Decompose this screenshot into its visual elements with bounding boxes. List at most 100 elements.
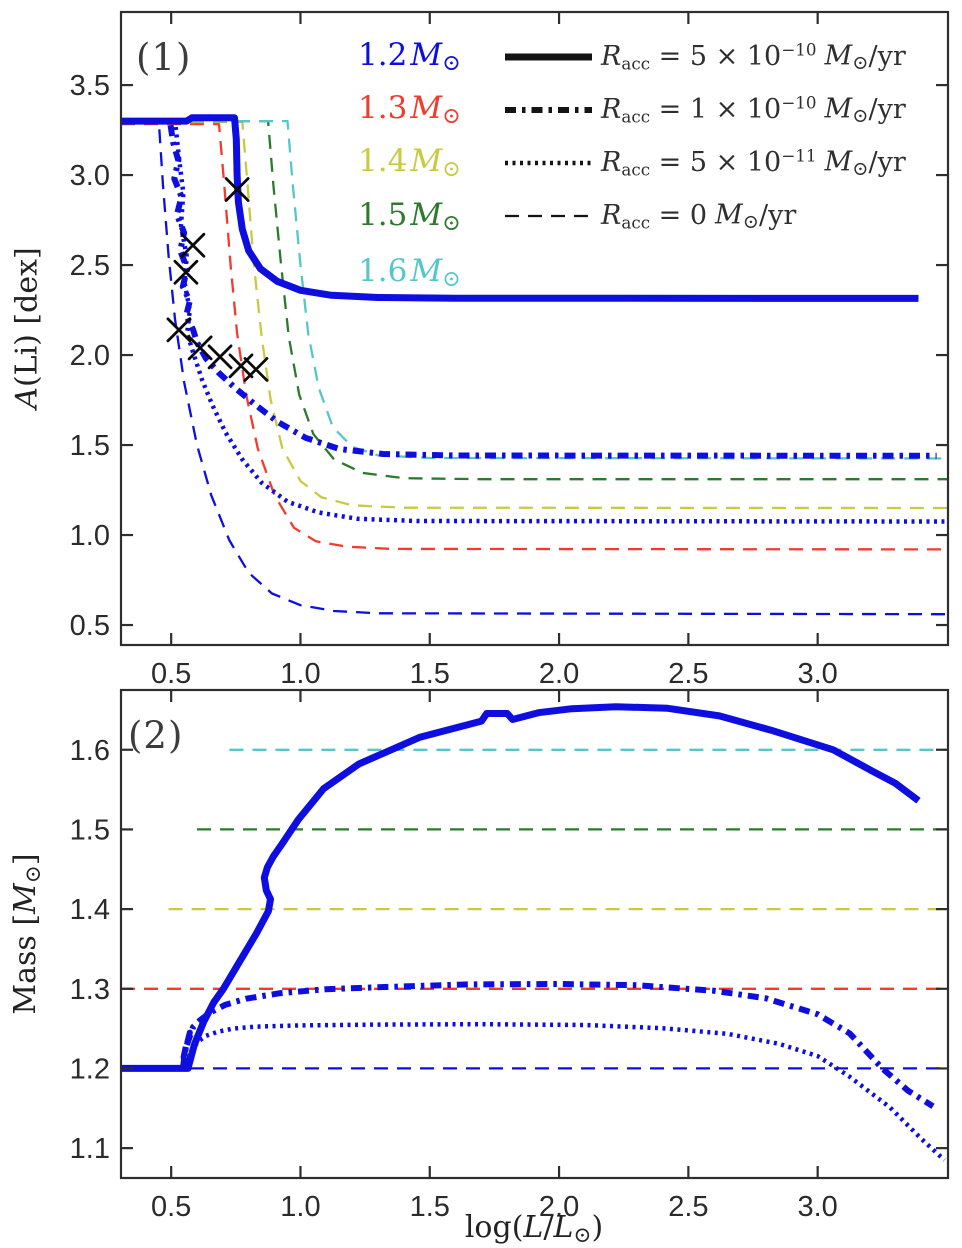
legend-rate-1e-10: Racc = 1 × 10−10 M⊙/yr — [601, 92, 906, 127]
rate-value: = 5 × 10 — [650, 146, 782, 178]
r-symbol: R — [601, 40, 622, 72]
x-marker — [243, 357, 269, 382]
sun-symbol: ⊙ — [442, 265, 461, 292]
panel1-x-tick-label: 0.5 — [151, 658, 191, 690]
sun-symbol: ⊙ — [742, 210, 759, 234]
panel2-label: (2) — [128, 714, 184, 757]
ylabel-post: ] — [8, 853, 44, 866]
xlabel-post: ) — [591, 1210, 604, 1246]
panel2-x-tick-label: 2.5 — [668, 1191, 708, 1223]
ylabel-symbol: A — [9, 387, 45, 409]
r-subscript: acc — [621, 106, 651, 127]
panel1-curve-solid — [121, 114, 919, 302]
panel2-y-axis-label: Mass [M⊙] — [8, 853, 46, 1014]
r-symbol: R — [601, 93, 622, 125]
x-marker — [180, 232, 206, 258]
ylabel-pre: Mass [ — [8, 913, 44, 1015]
panel1-y-tick-label: 2.5 — [70, 250, 110, 282]
sun-symbol: ⊙ — [852, 51, 869, 75]
legend-rate-5e-11: Racc = 5 × 10−11 M⊙/yr — [601, 146, 906, 181]
legend-rate-5e-10: Racc = 5 × 10−10 M⊙/yr — [601, 40, 906, 75]
panel2-x-tick-label: 2.0 — [539, 1191, 579, 1223]
panel2-x-tick-label: 1.5 — [410, 1191, 450, 1223]
xlabel-pre: log( — [464, 1210, 524, 1246]
mass-value: 1.5 — [358, 196, 408, 233]
panel2-curve-dotted — [183, 1021, 946, 1162]
panel1-curve-dashed — [121, 119, 948, 460]
legend-mass-1.3: 1.3 M⊙ — [358, 89, 461, 129]
sun-symbol: ⊙ — [442, 49, 461, 76]
xlabel-L: L — [523, 1210, 544, 1246]
panel1-label: (1) — [136, 36, 192, 79]
sun-symbol: ⊙ — [442, 102, 461, 129]
panel1-curve-dotted — [121, 118, 945, 524]
r-symbol: R — [601, 146, 622, 178]
ylabel-mass-symbol: M — [8, 883, 44, 914]
panel2-y-tick-label: 1.2 — [70, 1053, 110, 1085]
mass-symbol: M — [410, 196, 443, 233]
x-marker — [173, 259, 199, 285]
sun-symbol: ⊙ — [442, 209, 461, 236]
panel1-y-tick-label: 0.5 — [70, 610, 110, 642]
mass-value: 1.3 — [358, 89, 408, 126]
xlabel-slash: / — [543, 1210, 554, 1246]
mass-unit: M — [824, 146, 853, 178]
panel2-x-tick-label: 0.5 — [151, 1191, 191, 1223]
sun-symbol: ⊙ — [852, 157, 869, 181]
panel1-y-tick-label: 1.5 — [70, 430, 110, 462]
panel1-curve-dashed — [121, 122, 948, 551]
mass-symbol: M — [410, 252, 443, 289]
panel1-x-tick-label: 1.0 — [280, 658, 320, 690]
rate-value: = 1 × 10 — [650, 93, 782, 125]
panel2-x-tick-label: 3.0 — [798, 1191, 838, 1223]
panel1-curve-dashdot — [121, 118, 937, 459]
unit-tail: /yr — [759, 199, 797, 231]
panel2-curve-dashdot — [179, 981, 935, 1109]
unit-tail: /yr — [868, 93, 906, 125]
panel2-y-tick-label: 1.5 — [70, 814, 110, 846]
panel2-x-tick-label: 1.0 — [280, 1191, 320, 1223]
mass-value: 1.2 — [358, 36, 408, 73]
panel1-axes: 0.5 1.0 1.5 2.0 2.5 3.0 0.5 1.0 1.5 2.0 2.5 3.0 3.5 — [70, 10, 950, 690]
panel1-x-tick-label: 2.0 — [539, 658, 579, 690]
r-subscript: acc — [621, 159, 651, 180]
r-subscript: acc — [621, 53, 651, 74]
x-marker — [187, 335, 213, 361]
mass-unit: M — [824, 93, 853, 125]
panel2-y-tick-label: 1.3 — [70, 974, 110, 1006]
legend-rate-0: Racc = 0 M⊙/yr — [601, 201, 796, 232]
panel2-axes: 0.5 1.0 1.5 2.0 2.5 3.0 1.1 1.2 1.3 1.4 1.5 1.6 — [70, 688, 950, 1223]
mass-unit: M — [715, 199, 743, 231]
panel2-y-tick-label: 1.6 — [70, 735, 110, 767]
r-subscript: acc — [621, 212, 651, 233]
unit-tail: /yr — [868, 146, 906, 178]
panel1-x-tick-label: 2.5 — [668, 658, 708, 690]
x-marker — [166, 317, 192, 343]
panel2-curve-solid — [121, 703, 921, 1072]
legend-mass-1.2: 1.2 M⊙ — [358, 36, 461, 76]
sun-symbol: ⊙ — [573, 1222, 592, 1248]
rate-exponent: −10 — [781, 92, 817, 113]
panel2-series — [121, 703, 948, 1162]
legend-mass-1.5: 1.5 M⊙ — [358, 196, 461, 236]
x-marker — [224, 177, 250, 202]
panel1-y-tick-label: 1.0 — [70, 520, 110, 552]
mass-unit: M — [824, 40, 853, 72]
panel1-y-tick-label: 3.0 — [70, 160, 110, 192]
panel1-x-tick-label: 1.5 — [410, 658, 450, 690]
panel1-curve-dashed — [121, 120, 948, 510]
panel2-y-tick-label: 1.1 — [70, 1133, 110, 1165]
panel2-y-tick-label: 1.4 — [70, 894, 110, 926]
rate-value: = 0 — [650, 199, 708, 231]
mass-symbol: M — [410, 36, 443, 73]
panel1-x-tick-label: 3.0 — [798, 658, 838, 690]
r-symbol: R — [601, 199, 622, 231]
sun-symbol: ⊙ — [442, 155, 461, 182]
panel1-markers — [166, 177, 269, 382]
panel1-curve-dashed — [121, 119, 948, 481]
x-marker — [207, 344, 233, 370]
panel1-y-tick-label: 2.0 — [70, 340, 110, 372]
ylabel-rest: (Li) [dex] — [9, 247, 45, 388]
mass-symbol: M — [410, 89, 443, 126]
